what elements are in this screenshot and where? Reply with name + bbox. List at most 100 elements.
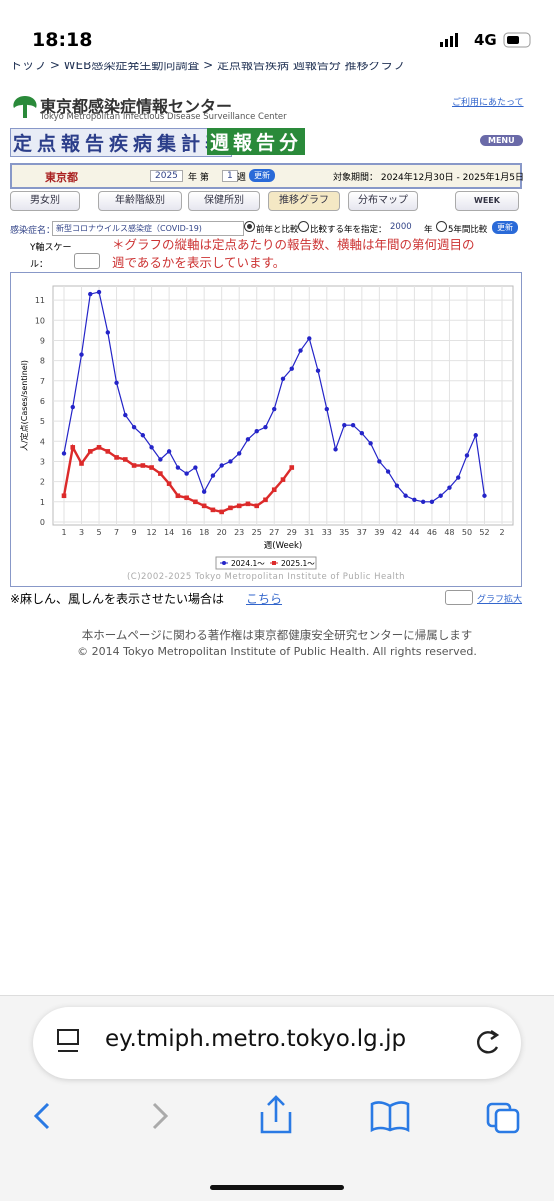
disease-select[interactable]: 新型コロナウイルス感染症（COVID-19) bbox=[52, 221, 244, 236]
y-tick-label: 3 bbox=[40, 457, 45, 466]
point bbox=[368, 441, 373, 446]
y-tick-label: 1 bbox=[40, 498, 45, 507]
x-tick-label: 35 bbox=[339, 528, 349, 537]
y-scale-label: Y軸スケール： bbox=[30, 243, 72, 270]
update-button[interactable]: 更新 bbox=[249, 169, 275, 182]
point bbox=[149, 445, 154, 450]
x-tick-label: 1 bbox=[61, 528, 66, 537]
menu-button[interactable]: MENU bbox=[480, 135, 523, 146]
note: ＊グラフの縦軸は定点あたりの報告数、横軸は年間の第何週目の週であるかを表示してい… bbox=[112, 237, 475, 270]
tab[interactable]: 分布マップ bbox=[348, 191, 418, 211]
radio[interactable] bbox=[298, 221, 309, 232]
year-unit: 年 bbox=[424, 225, 433, 235]
point bbox=[140, 463, 146, 468]
y-scale-input[interactable] bbox=[74, 253, 100, 269]
point bbox=[307, 336, 312, 341]
tab[interactable]: 年齢階級別 bbox=[98, 191, 182, 211]
tab[interactable]: 男女別 bbox=[10, 191, 80, 211]
point bbox=[272, 406, 277, 412]
x-tick-label: 46 bbox=[427, 528, 437, 537]
toolbar bbox=[33, 1095, 520, 1134]
point bbox=[166, 481, 172, 486]
url-bar[interactable] bbox=[33, 1007, 521, 1079]
point bbox=[271, 487, 277, 493]
logo bbox=[13, 96, 37, 118]
year-unit: 年 第 bbox=[188, 173, 209, 183]
help-link[interactable]: ご利用にあたって bbox=[452, 98, 524, 108]
compare-year-select[interactable]: 2000 bbox=[390, 222, 412, 232]
point bbox=[263, 497, 268, 503]
table-title: 定点報告疾病集計表 bbox=[10, 128, 233, 157]
point bbox=[175, 493, 181, 499]
legend-marker bbox=[272, 561, 276, 565]
measles-note: ※麻しん、風しんを表示させたい場合は bbox=[10, 592, 225, 606]
point bbox=[377, 459, 382, 464]
point bbox=[254, 503, 260, 509]
radio-checked[interactable] bbox=[244, 221, 255, 232]
point bbox=[280, 376, 286, 381]
period: 対象期間： 2024年12月30日 - 2025年1月5日 bbox=[333, 173, 524, 183]
table-kind: 週報告分 bbox=[207, 128, 306, 155]
point bbox=[333, 447, 338, 452]
x-tick-label: 42 bbox=[392, 528, 402, 537]
week-nav[interactable]: WEEK bbox=[455, 191, 519, 211]
point bbox=[385, 469, 391, 474]
compare-year: 比較する年を指定： bbox=[310, 225, 387, 235]
year-select[interactable]: 2025 bbox=[150, 170, 183, 182]
point bbox=[289, 366, 294, 371]
point bbox=[201, 489, 207, 494]
point bbox=[114, 455, 119, 460]
x-tick-label: 31 bbox=[304, 528, 314, 537]
y-tick-label: 8 bbox=[40, 357, 45, 366]
enlarge-link[interactable]: グラフ拡大 bbox=[477, 595, 523, 605]
week-select[interactable]: 1 bbox=[222, 170, 238, 182]
point bbox=[228, 459, 233, 464]
point bbox=[245, 437, 251, 442]
point bbox=[79, 352, 84, 357]
x-tick-label: 16 bbox=[182, 528, 192, 537]
point bbox=[228, 505, 233, 511]
y-tick-label: 11 bbox=[35, 296, 45, 305]
point bbox=[105, 330, 111, 335]
x-tick-label: 3 bbox=[79, 528, 84, 537]
url-icons bbox=[57, 1029, 500, 1054]
y-axis-label: 人/定点(Cases/sentinel) bbox=[19, 360, 29, 451]
point bbox=[175, 465, 181, 470]
point bbox=[87, 449, 93, 454]
point bbox=[193, 465, 198, 470]
tab[interactable]: 保健所別 bbox=[188, 191, 260, 211]
point bbox=[70, 445, 76, 450]
update-button[interactable]: 更新 bbox=[492, 221, 518, 234]
point bbox=[70, 404, 75, 410]
point bbox=[61, 493, 67, 499]
site-subtitle: Tokyo Metropolitan Infectious Disease Su… bbox=[40, 112, 287, 122]
enlarge-input[interactable] bbox=[445, 590, 473, 605]
point bbox=[403, 493, 408, 498]
plot-area bbox=[52, 285, 514, 526]
point bbox=[298, 348, 303, 353]
radio[interactable] bbox=[436, 221, 447, 232]
x-tick-label: 50 bbox=[462, 528, 472, 537]
y-tick-label: 9 bbox=[40, 336, 45, 345]
y-tick-label: 7 bbox=[40, 377, 45, 386]
x-tick-label: 44 bbox=[409, 528, 419, 537]
status-network: 4G bbox=[474, 31, 497, 49]
point bbox=[324, 406, 329, 412]
point bbox=[131, 424, 137, 430]
point bbox=[201, 503, 207, 509]
point bbox=[210, 473, 216, 478]
legend-label: 2024.1〜 bbox=[231, 559, 265, 568]
x-tick-label: 52 bbox=[479, 528, 489, 537]
point bbox=[342, 422, 347, 428]
measles-link[interactable]: こちら bbox=[246, 592, 283, 606]
tab-active[interactable]: 推移グラフ bbox=[268, 191, 340, 211]
breadcrumb[interactable]: トップ > WEB感染症発生動向調査 > 定点報告疾病 週報告分 推移グラフ bbox=[10, 62, 405, 72]
point bbox=[482, 493, 487, 498]
point bbox=[193, 499, 198, 505]
point bbox=[210, 507, 216, 513]
point bbox=[280, 477, 286, 482]
x-tick-label: 14 bbox=[164, 528, 174, 537]
point bbox=[219, 509, 224, 515]
point bbox=[158, 457, 163, 462]
